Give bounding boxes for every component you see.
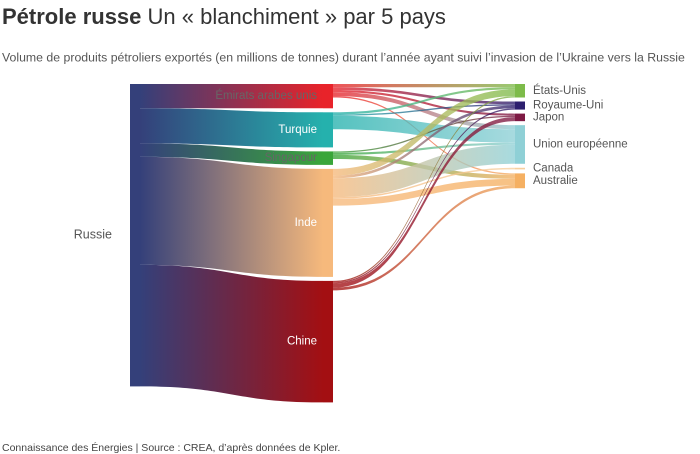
node-label: Union européenne [533,138,628,150]
flow [333,105,515,179]
subtitle: Volume de produits pétroliers exportés (… [2,50,685,64]
node-label: Singapour [265,152,318,164]
nodes: Russie Émirats arabes unis Turquie Singapou… [74,84,628,403]
flow [333,144,515,198]
node [515,84,525,98]
node-label: Turquie [278,124,317,136]
node [323,280,333,403]
node-label: Inde [295,217,317,229]
node [515,173,525,189]
flow [333,185,515,291]
flow [333,108,515,284]
title-bold: Pétrole russe [2,4,141,29]
flow [140,156,323,277]
flow [333,84,515,88]
flow [140,84,323,109]
flow [140,143,323,165]
node [323,168,333,277]
node [515,101,525,110]
chart-title: Pétrole russe Un « blanchiment » par 5 p… [2,4,446,29]
node [515,113,525,122]
node-label: Royaume-Uni [533,100,603,112]
node-label: Russie [74,227,112,241]
node [323,151,333,165]
flow [333,96,515,283]
node-label: Émirats arabes unis [215,89,317,102]
flow [333,87,515,115]
flow [333,104,515,116]
node [515,125,525,164]
flow [333,167,515,199]
flow [333,87,515,105]
flow [333,142,515,155]
node-label: Chine [287,336,317,348]
node-label: Canada [533,163,574,175]
node-label: États-Unis [533,84,586,97]
node [323,84,333,109]
node [515,167,525,170]
links [140,84,515,403]
source: Connaissance des Énergies | Source : CRE… [2,441,340,454]
node [130,84,140,387]
flow [140,108,323,148]
flow [333,178,515,206]
flow [333,117,515,288]
flow [140,264,323,403]
flow [333,89,515,116]
node-label: Japon [533,111,564,123]
title-rest: Un « blanchiment » par 5 pays [148,4,446,29]
flow [333,89,515,176]
node [323,112,333,148]
node-label: Australie [533,175,578,187]
